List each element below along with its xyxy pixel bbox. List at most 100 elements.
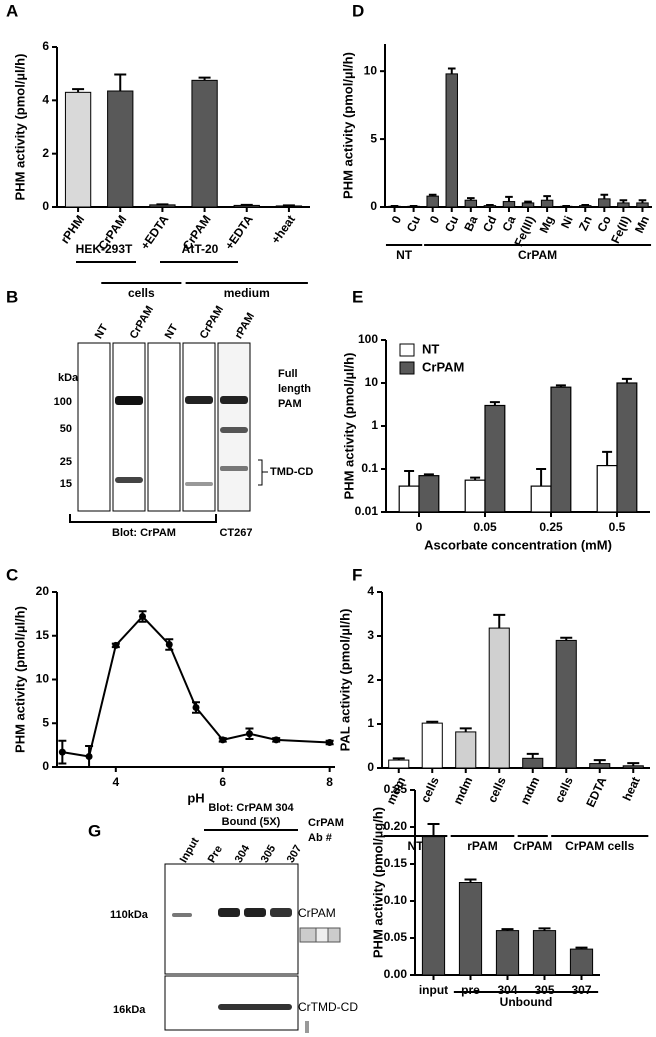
x-tick-label: Co [594, 214, 613, 234]
marker: 50 [60, 423, 72, 435]
protein-label: CrPAM [298, 906, 336, 920]
y-tick-label: 0.00 [384, 967, 408, 981]
legend-swatch [399, 343, 415, 357]
band-label: PAM [278, 398, 302, 410]
y-tick-label: 100 [358, 332, 378, 346]
error-bar [619, 199, 628, 203]
bar [589, 763, 611, 769]
error-bar [486, 203, 494, 206]
bar [532, 930, 557, 976]
lane-box [112, 342, 146, 512]
x-axis-label: Ascorbate concentration (mM) [424, 537, 612, 552]
bar [64, 91, 92, 208]
lane-label: CrPAM [198, 304, 226, 341]
lane-label: 304 [233, 842, 253, 865]
x-tick-label: cells [485, 774, 509, 804]
x-tick-label: cells [418, 774, 442, 804]
bar [521, 202, 535, 208]
kda-label: kDa [58, 372, 79, 384]
x-tick-label: +heat [268, 213, 298, 247]
y-tick-label: 10 [36, 672, 50, 686]
error-bar [467, 197, 475, 201]
panel-letter: A [6, 1, 18, 20]
x-tick-label: cells [552, 774, 576, 804]
group-label: NT [396, 248, 413, 262]
y-axis-label: PAL activity (pmol/µl/h) [337, 609, 352, 752]
error-bar [538, 927, 551, 931]
band [270, 908, 292, 917]
error-bar [72, 88, 85, 93]
bar [530, 485, 552, 513]
error-bar [392, 757, 405, 761]
lane-label: Input [178, 835, 202, 865]
marker: 25 [60, 456, 72, 468]
bar [522, 757, 544, 769]
error-bar [470, 476, 481, 481]
y-tick-label: 1 [371, 418, 378, 432]
y-tick-label: 10 [365, 375, 379, 389]
y-tick-label: 0.1 [361, 461, 378, 475]
bar [550, 386, 572, 513]
error-bar [404, 469, 415, 487]
x-tick-label: Zn [576, 214, 595, 233]
error-bar [536, 468, 547, 487]
y-axis-label: PHM activity (pmol/µl/h) [341, 353, 356, 500]
error-bar [543, 195, 551, 201]
x-tick-label: Ca [499, 213, 518, 233]
y-axis-label: PHM activity (pmol/µg/h) [370, 807, 385, 958]
x-tick-label: heat [620, 775, 643, 803]
lane-label: NT [93, 322, 111, 341]
band [218, 908, 240, 917]
point [112, 641, 120, 649]
bar [596, 464, 618, 513]
error-bar [423, 473, 434, 476]
error-bar [156, 203, 169, 206]
x-tick-label: +EDTA [138, 212, 172, 252]
point [58, 748, 66, 756]
error-bar [240, 203, 253, 206]
x-tick-label: mdm [451, 775, 476, 807]
y-tick-label: 6 [42, 39, 49, 53]
bar [495, 930, 520, 976]
band [115, 396, 143, 405]
point [326, 739, 334, 746]
error-bar [602, 450, 613, 466]
x-tick-label: 0 [389, 213, 405, 225]
band [115, 477, 143, 483]
error-bar [489, 401, 500, 406]
lane-label: rPAM [233, 311, 257, 341]
blot-box [164, 975, 299, 1031]
x-tick-label: Mn [632, 214, 652, 236]
cell-label: AtT-20 [182, 242, 219, 256]
y-tick-label: 4 [42, 93, 49, 107]
x-tick-label: 304 [497, 983, 517, 997]
error-bar [581, 203, 590, 206]
line [62, 615, 330, 758]
y-tick-label: 0 [42, 199, 49, 213]
x-tick-label: Fe(II) [608, 214, 633, 246]
error-bar [426, 720, 439, 724]
cell-label: HEK-293T [76, 242, 133, 256]
panel-letter: F [352, 565, 362, 584]
error-bar [555, 384, 566, 388]
error-bar [428, 193, 437, 197]
ab-label: Ab # [308, 832, 332, 844]
blot-label: Blot: CrPAM 304 [208, 802, 294, 814]
panel-letter: B [6, 287, 18, 306]
legend-label: NT [422, 341, 439, 356]
x-tick-label: Ni [558, 214, 576, 231]
bar [569, 948, 594, 976]
y-tick-label: 5 [42, 715, 49, 729]
y-tick-label: 0.15 [384, 856, 408, 870]
panel-letter: D [352, 1, 364, 20]
band-label: TMD-CD [270, 466, 313, 478]
bar [458, 882, 483, 976]
bracket [69, 514, 217, 523]
band [172, 913, 192, 917]
x-tick-label: 305 [534, 983, 554, 997]
y-tick-label: 3 [367, 628, 374, 642]
y-tick-label: 0.10 [384, 893, 408, 907]
icon [315, 927, 329, 943]
lane-label: Pre [206, 844, 225, 865]
x-tick-label: input [419, 983, 448, 997]
